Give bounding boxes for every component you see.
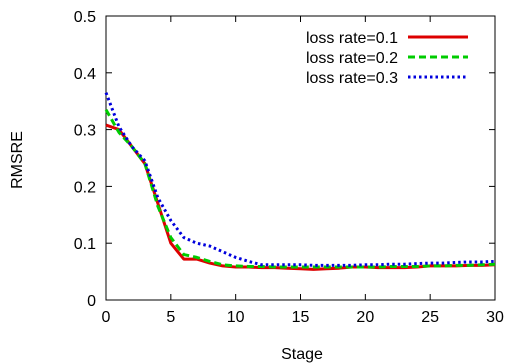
x-tick-label: 30: [486, 309, 504, 326]
axes: 0 5 10 15 20 25 30 0 0.1 0.2 0.3 0.4 0.5: [74, 9, 504, 326]
series-line-3: [104, 92, 496, 267]
legend-label-3: loss rate=0.3: [306, 70, 398, 87]
x-axis-title: Stage: [281, 346, 323, 363]
y-tick-label: 0.4: [74, 66, 96, 83]
series-line-1: [105, 123, 496, 271]
legend-label-2: loss rate=0.2: [306, 50, 398, 67]
plot-frame: [105, 15, 496, 301]
series-line-2: [104, 108, 496, 269]
y-tick-label: 0.2: [74, 179, 96, 196]
x-tick-label: 20: [356, 309, 374, 326]
y-tick-label: 0: [87, 293, 96, 310]
series-lines: [104, 92, 496, 271]
x-tick-label: 25: [421, 309, 439, 326]
y-axis-title: RMSRE: [9, 131, 26, 189]
x-tick-label: 10: [227, 309, 245, 326]
y-tick-label: 0.3: [74, 123, 96, 140]
y-tick-label: 0.1: [74, 236, 96, 253]
legend: loss rate=0.1 loss rate=0.2 loss rate=0.3: [306, 30, 468, 87]
x-tick-label: 5: [166, 309, 175, 326]
legend-label-1: loss rate=0.1: [306, 30, 398, 47]
x-tick-label: 0: [102, 309, 111, 326]
x-tick-label: 15: [292, 309, 310, 326]
y-tick-label: 0.5: [74, 9, 96, 26]
